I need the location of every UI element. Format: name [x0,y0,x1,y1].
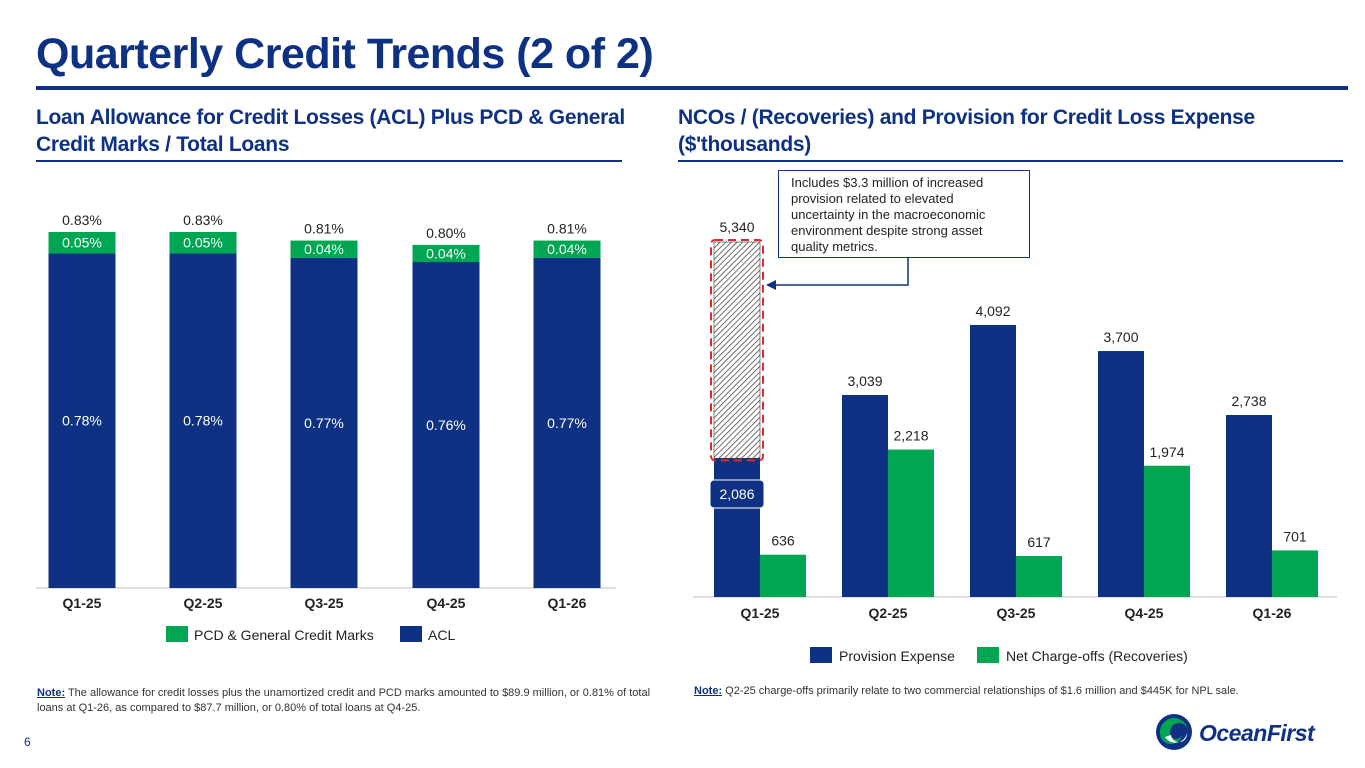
left-note: Note: The allowance for credit losses pl… [37,686,657,716]
acl-bar [169,253,237,588]
left-heading-divider [36,160,622,162]
provision-data-label: 5,340 [719,219,754,235]
wave-logo-icon [1156,714,1192,750]
highlight-dashed-outline [710,239,764,462]
legend-swatch-provision [810,647,832,663]
total-data-label: 0.83% [183,212,223,228]
left-note-text: The allowance for credit losses plus the… [37,687,651,714]
nco-data-label: 701 [1283,528,1307,544]
pcd-bar [169,232,237,254]
total-data-label: 0.81% [304,221,344,237]
left-x-tick-label: Q4-25 [427,595,466,611]
acl-data-label: 0.78% [183,413,223,429]
acl-data-label: 0.76% [426,417,466,433]
provision-base-label-box [709,479,765,509]
provision-bar [970,324,1016,597]
nco-bar [1016,555,1062,597]
acl-data-label: 0.77% [304,415,344,431]
provision-data-label: 3,039 [847,373,882,389]
pcd-bar [412,244,480,263]
left-x-tick-label: Q1-25 [63,595,102,611]
pcd-bar [290,240,358,258]
right-note-label: Note: [694,685,723,697]
pcd-data-label: 0.05% [62,235,102,251]
left-x-tick-label: Q1-26 [548,595,587,611]
legend-label-acl: ACL [428,627,455,643]
right-x-tick-label: Q4-25 [1125,605,1164,621]
left-note-label: Note: [37,687,66,699]
acl-bar [412,262,480,588]
total-data-label: 0.81% [547,221,587,237]
legend-swatch-pcd [166,626,188,642]
legend-swatch-nco [977,647,999,663]
left-x-tick-label: Q3-25 [305,595,344,611]
provision-bar [1098,351,1144,597]
nco-bar [888,449,934,597]
provision-data-label: 2,738 [1231,393,1266,409]
page-number: 6 [24,735,31,749]
nco-data-label: 1,974 [1149,444,1184,460]
right-x-tick-label: Q3-25 [997,605,1036,621]
right-heading-divider [678,160,1343,162]
left-x-tick-label: Q2-25 [184,595,223,611]
pcd-bar [48,232,116,254]
provision-base-label: 2,086 [719,486,754,502]
pcd-data-label: 0.05% [183,235,223,251]
right-x-tick-label: Q1-25 [741,605,780,621]
right-x-tick-label: Q2-25 [869,605,908,621]
provision-bar [714,458,760,597]
acl-bar [290,257,358,588]
nco-data-label: 617 [1027,534,1051,550]
provision-bar [842,394,888,597]
acl-bar [48,253,116,588]
provision-bar [1226,414,1272,597]
callout-arrow-icon [766,280,776,290]
provision-data-label: 4,092 [975,303,1010,319]
acl-data-label: 0.77% [547,415,587,431]
acl-bar [533,257,601,588]
title-divider [36,86,1348,90]
page-title: Quarterly Credit Trends (2 of 2) [36,30,654,78]
nco-bar [1144,465,1190,597]
total-data-label: 0.83% [62,212,102,228]
legend-label-provision: Provision Expense [839,648,955,664]
right-note: Note: Q2-25 charge-offs primarily relate… [694,684,1344,699]
pcd-data-label: 0.04% [304,241,344,257]
callout-box: Includes $3.3 million of increased provi… [778,170,1030,258]
legend-label-pcd: PCD & General Credit Marks [194,627,374,643]
legend-swatch-acl [400,626,422,642]
pcd-bar [533,240,601,258]
pcd-data-label: 0.04% [547,241,587,257]
provision-data-label: 3,700 [1103,329,1138,345]
provision-increase-hatched-bar [713,241,761,459]
acl-data-label: 0.78% [62,413,102,429]
pcd-data-label: 0.04% [426,245,466,261]
logo-wordmark: OceanFirst [1199,720,1316,746]
total-data-label: 0.80% [426,225,466,241]
nco-data-label: 2,218 [893,428,928,444]
nco-bar [1272,550,1318,597]
callout-connector [770,258,909,286]
legend-label-nco: Net Charge-offs (Recoveries) [1006,648,1188,664]
nco-bar [760,554,806,597]
right-note-text: Q2-25 charge-offs primarily relate to tw… [722,685,1239,697]
left-chart-heading: Loan Allowance for Credit Losses (ACL) P… [36,106,625,156]
oceanfirst-logo: OceanFirst [1156,714,1316,750]
nco-data-label: 636 [771,533,795,549]
right-x-tick-label: Q1-26 [1253,605,1292,621]
right-chart-heading: NCOs / (Recoveries) and Provision for Cr… [678,106,1255,156]
